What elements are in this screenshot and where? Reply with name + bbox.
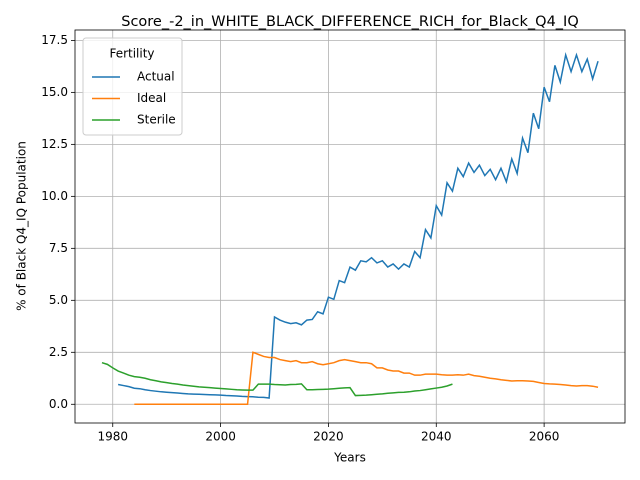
y-tick-label: 12.5 — [41, 137, 68, 151]
x-tick-label: 2020 — [313, 430, 344, 444]
legend-label: Ideal — [137, 91, 166, 105]
plot-frame — [74, 29, 626, 424]
y-tick-label: 10.0 — [41, 189, 68, 203]
x-tick-label: 2060 — [529, 430, 560, 444]
line-series — [134, 351, 599, 406]
line-series — [117, 51, 599, 399]
y-tick-label: 2.5 — [49, 345, 68, 359]
y-tick-label: 7.5 — [49, 241, 68, 255]
y-tick-label: 0.0 — [49, 397, 68, 411]
y-tick-label: 15.0 — [41, 85, 68, 99]
x-tick-label: 1980 — [97, 430, 128, 444]
line-series — [101, 361, 453, 397]
x-tick-label: 2040 — [421, 430, 452, 444]
legend-label: Sterile — [137, 113, 176, 127]
x-axis-label: Years — [333, 451, 366, 465]
legend-title: Fertility — [109, 47, 154, 61]
legend-box — [82, 37, 183, 136]
y-tick-label: 5.0 — [49, 293, 68, 307]
legend-label: Actual — [137, 70, 175, 84]
x-tick-label: 2000 — [205, 430, 236, 444]
y-axis-label: % of Black Q4_IQ Population — [15, 141, 29, 311]
chart-title: Score_-2_in_WHITE_BLACK_DIFFERENCE_RICH_… — [121, 14, 579, 30]
y-tick-label: 17.5 — [41, 33, 68, 47]
